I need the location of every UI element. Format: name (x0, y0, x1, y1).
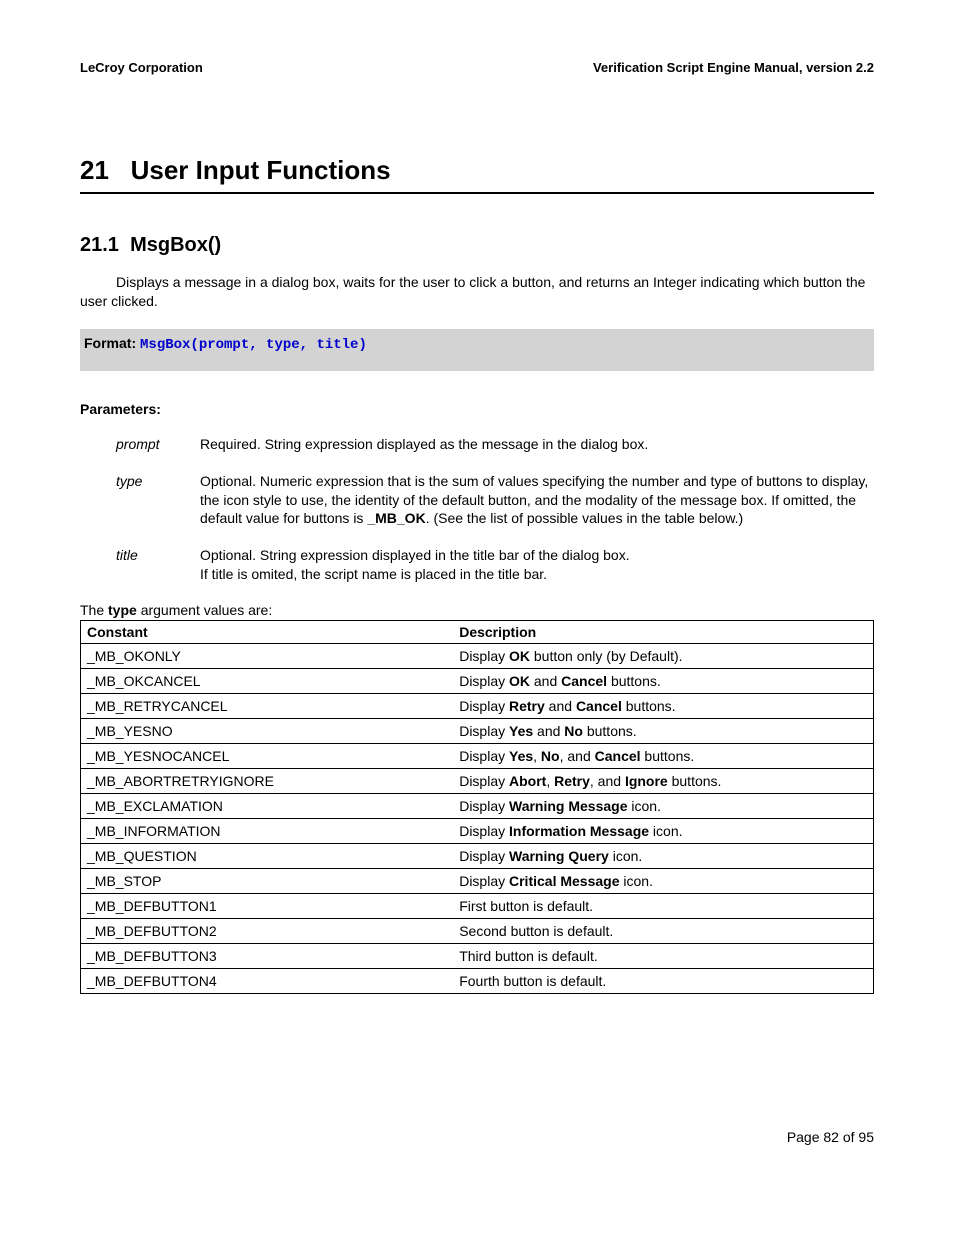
table-header-constant: Constant (81, 621, 454, 644)
param-desc: Optional. Numeric expression that is the… (200, 472, 874, 529)
table-row: _MB_DEFBUTTON3Third button is default. (81, 944, 874, 969)
constant-cell: _MB_STOP (81, 869, 454, 894)
table-row: _MB_INFORMATIONDisplay Information Messa… (81, 819, 874, 844)
description-cell: Third button is default. (453, 944, 873, 969)
table-row: _MB_STOPDisplay Critical Message icon. (81, 869, 874, 894)
param-name: prompt (80, 435, 200, 454)
table-row: _MB_ABORTRETRYIGNOREDisplay Abort, Retry… (81, 769, 874, 794)
param-row: promptRequired. String expression displa… (80, 435, 874, 454)
description-cell: First button is default. (453, 894, 873, 919)
param-name: type (80, 472, 200, 529)
header-right: Verification Script Engine Manual, versi… (593, 60, 874, 75)
description-cell: Second button is default. (453, 919, 873, 944)
table-row: _MB_RETRYCANCELDisplay Retry and Cancel … (81, 694, 874, 719)
table-row: _MB_YESNODisplay Yes and No buttons. (81, 719, 874, 744)
description-cell: Display OK button only (by Default). (453, 644, 873, 669)
constant-cell: _MB_DEFBUTTON3 (81, 944, 454, 969)
param-name: title (80, 546, 200, 584)
section-heading: 21 User Input Functions (80, 155, 874, 194)
table-row: _MB_EXCLAMATIONDisplay Warning Message i… (81, 794, 874, 819)
constant-cell: _MB_OKCANCEL (81, 669, 454, 694)
table-row: _MB_YESNOCANCELDisplay Yes, No, and Canc… (81, 744, 874, 769)
description-cell: Display Yes and No buttons. (453, 719, 873, 744)
constants-table: Constant Description _MB_OKONLYDisplay O… (80, 620, 874, 994)
constant-cell: _MB_INFORMATION (81, 819, 454, 844)
function-description: Displays a message in a dialog box, wait… (80, 273, 874, 311)
table-row: _MB_QUESTIONDisplay Warning Query icon. (81, 844, 874, 869)
subsection-number: 21.1 (80, 234, 119, 256)
constant-cell: _MB_OKONLY (81, 644, 454, 669)
constant-cell: _MB_DEFBUTTON1 (81, 894, 454, 919)
description-cell: Display Warning Query icon. (453, 844, 873, 869)
parameters-label: Parameters: (80, 401, 874, 417)
table-header-row: Constant Description (81, 621, 874, 644)
description-cell: Display Abort, Retry, and Ignore buttons… (453, 769, 873, 794)
param-desc: Required. String expression displayed as… (200, 435, 874, 454)
format-label: Format: (84, 335, 136, 351)
description-cell: Display Yes, No, and Cancel buttons. (453, 744, 873, 769)
section-number: 21 (80, 155, 109, 185)
table-row: _MB_OKONLYDisplay OK button only (by Def… (81, 644, 874, 669)
constant-cell: _MB_RETRYCANCEL (81, 694, 454, 719)
document-page: LeCroy Corporation Verification Script E… (0, 0, 954, 1235)
type-intro: The type argument values are: (80, 602, 874, 618)
constant-cell: _MB_QUESTION (81, 844, 454, 869)
table-header-description: Description (453, 621, 873, 644)
description-cell: Display Retry and Cancel buttons. (453, 694, 873, 719)
description-cell: Display Critical Message icon. (453, 869, 873, 894)
header-left: LeCroy Corporation (80, 60, 203, 75)
param-row: typeOptional. Numeric expression that is… (80, 472, 874, 529)
table-row: _MB_DEFBUTTON4Fourth button is default. (81, 969, 874, 994)
constant-cell: _MB_EXCLAMATION (81, 794, 454, 819)
parameters-list: promptRequired. String expression displa… (80, 435, 874, 584)
table-row: _MB_DEFBUTTON1First button is default. (81, 894, 874, 919)
description-cell: Display Information Message icon. (453, 819, 873, 844)
constant-cell: _MB_YESNOCANCEL (81, 744, 454, 769)
table-row: _MB_OKCANCELDisplay OK and Cancel button… (81, 669, 874, 694)
param-row: titleOptional. String expression display… (80, 546, 874, 584)
page-footer: Page 82 of 95 (787, 1129, 874, 1145)
format-bar: Format: MsgBox(prompt, type, title) (80, 329, 874, 371)
subsection-title-text: MsgBox() (130, 234, 221, 256)
table-row: _MB_DEFBUTTON2Second button is default. (81, 919, 874, 944)
constant-cell: _MB_YESNO (81, 719, 454, 744)
constant-cell: _MB_DEFBUTTON4 (81, 969, 454, 994)
subsection-heading: 21.1 MsgBox() (80, 234, 874, 257)
description-cell: Fourth button is default. (453, 969, 873, 994)
param-desc: Optional. String expression displayed in… (200, 546, 874, 584)
format-code: MsgBox(prompt, type, title) (140, 337, 367, 353)
constant-cell: _MB_DEFBUTTON2 (81, 919, 454, 944)
page-header: LeCroy Corporation Verification Script E… (80, 60, 874, 75)
description-cell: Display OK and Cancel buttons. (453, 669, 873, 694)
constant-cell: _MB_ABORTRETRYIGNORE (81, 769, 454, 794)
section-title-text: User Input Functions (131, 155, 391, 185)
description-cell: Display Warning Message icon. (453, 794, 873, 819)
